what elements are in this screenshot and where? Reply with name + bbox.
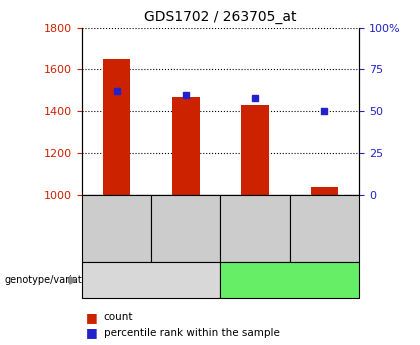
Bar	[172, 97, 200, 195]
Text: GSM65296: GSM65296	[250, 202, 260, 255]
Bar	[310, 187, 338, 195]
Text: count: count	[104, 313, 133, 322]
Text: percentile rank within the sample: percentile rank within the sample	[104, 328, 280, 338]
Text: genotype/variation: genotype/variation	[4, 275, 97, 285]
Text: ■: ■	[86, 326, 98, 339]
Bar	[103, 59, 130, 195]
Text: phyA phyB double
mutant: phyA phyB double mutant	[242, 269, 337, 291]
Text: wild type: wild type	[127, 275, 175, 285]
Text: GSM65297: GSM65297	[320, 202, 329, 255]
Text: ■: ■	[86, 311, 98, 324]
Text: GSM65294: GSM65294	[112, 202, 121, 255]
Text: GSM65295: GSM65295	[181, 202, 191, 255]
Title: GDS1702 / 263705_at: GDS1702 / 263705_at	[144, 10, 297, 24]
Bar	[241, 105, 269, 195]
